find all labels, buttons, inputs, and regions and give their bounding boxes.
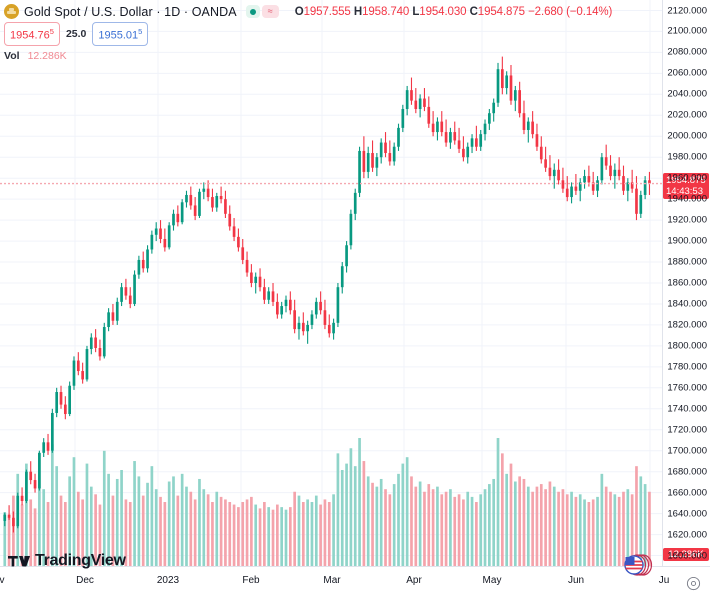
chart-plot-area[interactable]	[0, 0, 662, 566]
volume-badge: 12.286K	[663, 548, 709, 561]
price-axis-tick: 1740.000	[667, 403, 707, 415]
time-axis[interactable]: v Dec 2023 Feb Mar Apr May Jun Ju	[0, 566, 710, 600]
tradingview-logo[interactable]: TradingView	[8, 552, 126, 570]
price-axis-tick: 1600.000	[667, 550, 707, 561]
tradingview-wordmark: TradingView	[35, 552, 126, 569]
price-axis-tick: 2040.000	[667, 88, 707, 100]
price-axis-tick: 1620.000	[667, 529, 707, 541]
price-axis-tick: 1800.000	[667, 340, 707, 352]
time-axis-tick: v	[0, 575, 5, 586]
price-axis-tick: 1640.000	[667, 508, 707, 520]
time-axis-tick: Mar	[323, 575, 341, 586]
price-axis-tick: 2100.000	[667, 25, 707, 37]
gear-icon[interactable]	[686, 576, 701, 591]
price-axis-tick: 2120.000	[667, 5, 707, 16]
price-axis-tick: 1880.000	[667, 256, 707, 268]
price-axis-tick: 1860.000	[667, 277, 707, 289]
market-flag-badge-icon[interactable]	[623, 552, 653, 578]
price-axis-tick: 1680.000	[667, 466, 707, 478]
price-axis-tick: 1940.000	[667, 193, 707, 205]
time-axis-tick: Ju	[658, 575, 670, 586]
candlestick-series	[3, 56, 651, 566]
price-axis-tick: 2060.000	[667, 67, 707, 79]
price-axis-tick: 1700.000	[667, 445, 707, 457]
time-axis-tick: Jun	[567, 575, 585, 586]
time-axis-tick: 2023	[156, 575, 180, 586]
price-axis-tick: 1900.000	[667, 235, 707, 247]
price-axis[interactable]: 1954.875 14:43:53 12.286K 2120.000 2100.0…	[662, 0, 710, 566]
price-axis-tick: 1920.000	[667, 214, 707, 226]
price-axis-tick: 1980.000	[667, 151, 707, 163]
price-axis-tick: 1780.000	[667, 361, 707, 373]
price-line-overlay	[0, 182, 662, 185]
current-price-value: 1954.875	[666, 174, 706, 186]
price-axis-tick: 2080.000	[667, 46, 707, 58]
price-axis-tick: 2020.000	[667, 109, 707, 121]
price-axis-tick: 1960.000	[667, 172, 707, 184]
price-axis-tick: 1720.000	[667, 424, 707, 436]
time-axis-tick: Apr	[406, 575, 422, 586]
price-axis-tick: 1820.000	[667, 319, 707, 331]
time-axis-tick: Dec	[76, 575, 94, 586]
current-price-badge: 1954.875 14:43:53	[663, 172, 709, 199]
current-price-time: 14:43:53	[666, 185, 703, 197]
price-axis-tick: 2000.000	[667, 130, 707, 142]
chart-gridlines	[0, 0, 662, 566]
price-axis-tick: 1840.000	[667, 298, 707, 310]
time-axis-tick: May	[482, 575, 502, 586]
price-axis-tick: 1760.000	[667, 382, 707, 394]
price-axis-tick: 1660.000	[667, 487, 707, 499]
time-axis-tick: Feb	[242, 575, 260, 586]
tradingview-mark-icon	[8, 555, 30, 566]
